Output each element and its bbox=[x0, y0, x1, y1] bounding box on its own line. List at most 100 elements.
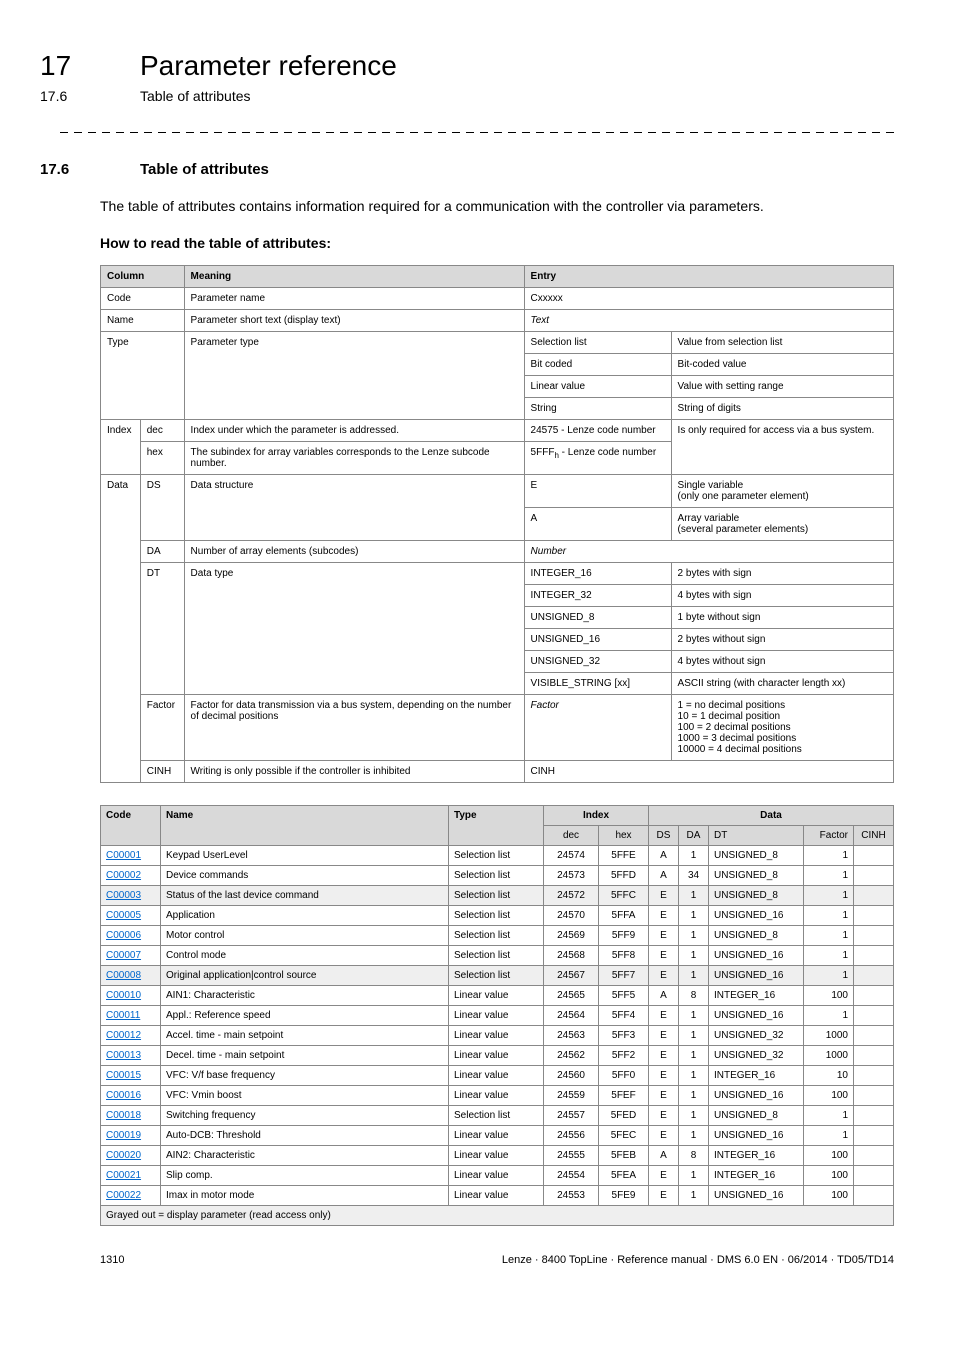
cell-type: Linear value bbox=[449, 1026, 544, 1046]
cell-hex: 5FF5 bbox=[599, 986, 649, 1006]
code-link[interactable]: C00019 bbox=[106, 1130, 141, 1141]
table-header-row: Column Meaning Entry bbox=[101, 266, 894, 288]
code-link[interactable]: C00007 bbox=[106, 950, 141, 961]
cell-hex: 5FE9 bbox=[599, 1186, 649, 1206]
cell-name: VFC: V/f base frequency bbox=[161, 1066, 449, 1086]
cell-code: C00020 bbox=[101, 1146, 161, 1166]
cell: Index under which the parameter is addre… bbox=[184, 420, 524, 442]
table-row: DA Number of array elements (subcodes) N… bbox=[101, 541, 894, 563]
table-row: C00015VFC: V/f base frequencyLinear valu… bbox=[101, 1066, 894, 1086]
cell-cinh bbox=[854, 1126, 894, 1146]
cell-dt: INTEGER_16 bbox=[709, 1166, 804, 1186]
code-link[interactable]: C00001 bbox=[106, 850, 141, 861]
cell: 5FFFh - Lenze code number bbox=[524, 442, 671, 475]
cell-dt: UNSIGNED_16 bbox=[709, 1086, 804, 1106]
cell: Parameter name bbox=[184, 288, 524, 310]
table-row: C00020AIN2: CharacteristicLinear value24… bbox=[101, 1146, 894, 1166]
cell: Parameter type bbox=[184, 332, 524, 420]
cell-dec: 24555 bbox=[544, 1146, 599, 1166]
cell-da: 1 bbox=[679, 1026, 709, 1046]
code-link[interactable]: C00005 bbox=[106, 910, 141, 921]
code-link[interactable]: C00022 bbox=[106, 1190, 141, 1201]
cell-ds: A bbox=[649, 866, 679, 886]
code-link[interactable]: C00021 bbox=[106, 1170, 141, 1181]
cell-dec: 24564 bbox=[544, 1006, 599, 1026]
cell: String of digits bbox=[671, 398, 893, 420]
table-footer-row: Grayed out = display parameter (read acc… bbox=[101, 1206, 894, 1226]
cell: 1 byte without sign bbox=[671, 607, 893, 629]
cell-factor: 1 bbox=[804, 1006, 854, 1026]
cell-code: C00011 bbox=[101, 1006, 161, 1026]
cell-code: C00007 bbox=[101, 946, 161, 966]
cell: 24575 - Lenze code number bbox=[524, 420, 671, 442]
hex-suffix: - Lenze code number bbox=[559, 447, 656, 458]
code-link[interactable]: C00020 bbox=[106, 1150, 141, 1161]
cell: Bit coded bbox=[524, 354, 671, 376]
cell: A bbox=[524, 508, 671, 541]
cell-hex: 5FEC bbox=[599, 1126, 649, 1146]
cell-type: Linear value bbox=[449, 1186, 544, 1206]
code-link[interactable]: C00006 bbox=[106, 930, 141, 941]
code-link[interactable]: C00016 bbox=[106, 1090, 141, 1101]
code-link[interactable]: C00013 bbox=[106, 1050, 141, 1061]
table-row: C00005ApplicationSelection list245705FFA… bbox=[101, 906, 894, 926]
cell-hex: 5FF8 bbox=[599, 946, 649, 966]
code-link[interactable]: C00012 bbox=[106, 1030, 141, 1041]
cell-cinh bbox=[854, 1146, 894, 1166]
cell: Writing is only possible if the controll… bbox=[184, 761, 524, 783]
divider bbox=[60, 132, 894, 133]
cell-cinh bbox=[854, 866, 894, 886]
cell-name: VFC: Vmin boost bbox=[161, 1086, 449, 1106]
code-link[interactable]: C00011 bbox=[106, 1010, 140, 1021]
cell-factor: 1 bbox=[804, 846, 854, 866]
cell-dt: UNSIGNED_8 bbox=[709, 846, 804, 866]
cell: The subindex for array variables corresp… bbox=[184, 442, 524, 475]
cell: UNSIGNED_8 bbox=[524, 607, 671, 629]
col-header-column: Column bbox=[101, 266, 185, 288]
cell-code: C00002 bbox=[101, 866, 161, 886]
cell-type: Linear value bbox=[449, 1086, 544, 1106]
cell-dt: UNSIGNED_16 bbox=[709, 946, 804, 966]
cell-hex: 5FEA bbox=[599, 1166, 649, 1186]
cell-dec: 24565 bbox=[544, 986, 599, 1006]
cell-type: Selection list bbox=[449, 846, 544, 866]
code-link[interactable]: C00008 bbox=[106, 970, 141, 981]
cell: Name bbox=[101, 310, 185, 332]
table-row: C00011Appl.: Reference speedLinear value… bbox=[101, 1006, 894, 1026]
code-link[interactable]: C00002 bbox=[106, 870, 141, 881]
cell-hex: 5FFA bbox=[599, 906, 649, 926]
attributes-meaning-table: Column Meaning Entry Code Parameter name… bbox=[100, 265, 894, 783]
cell-da: 34 bbox=[679, 866, 709, 886]
code-link[interactable]: C00003 bbox=[106, 890, 141, 901]
table-row: C00021Slip comp.Linear value245545FEAE1I… bbox=[101, 1166, 894, 1186]
cell-factor: 100 bbox=[804, 986, 854, 1006]
cell-hex: 5FF3 bbox=[599, 1026, 649, 1046]
cell-factor: 1000 bbox=[804, 1046, 854, 1066]
cell-code: C00010 bbox=[101, 986, 161, 1006]
subsection-number: 17.6 bbox=[40, 88, 100, 104]
cell-ds: E bbox=[649, 1126, 679, 1146]
cell-dt: UNSIGNED_8 bbox=[709, 926, 804, 946]
cell: 4 bytes with sign bbox=[671, 585, 893, 607]
cell-name: Device commands bbox=[161, 866, 449, 886]
cell: DS bbox=[140, 475, 184, 541]
cell: Number of array elements (subcodes) bbox=[184, 541, 524, 563]
col-header-index: Index bbox=[544, 806, 649, 826]
code-link[interactable]: C00018 bbox=[106, 1110, 141, 1121]
cell-dt: UNSIGNED_32 bbox=[709, 1046, 804, 1066]
cell: Value from selection list bbox=[671, 332, 893, 354]
cell-hex: 5FED bbox=[599, 1106, 649, 1126]
code-link[interactable]: C00010 bbox=[106, 990, 141, 1001]
cell-hex: 5FF9 bbox=[599, 926, 649, 946]
cell-cinh bbox=[854, 886, 894, 906]
intro-text: The table of attributes contains informa… bbox=[100, 196, 894, 217]
cell: Parameter short text (display text) bbox=[184, 310, 524, 332]
subsection-header: 17.6 Table of attributes bbox=[100, 88, 894, 104]
cell-da: 1 bbox=[679, 1126, 709, 1146]
section-title: Table of attributes bbox=[140, 161, 269, 178]
cell-dt: UNSIGNED_8 bbox=[709, 866, 804, 886]
code-link[interactable]: C00015 bbox=[106, 1070, 141, 1081]
howto-heading: How to read the table of attributes: bbox=[100, 235, 894, 251]
cell: Is only required for access via a bus sy… bbox=[671, 420, 893, 475]
cell-da: 1 bbox=[679, 846, 709, 866]
